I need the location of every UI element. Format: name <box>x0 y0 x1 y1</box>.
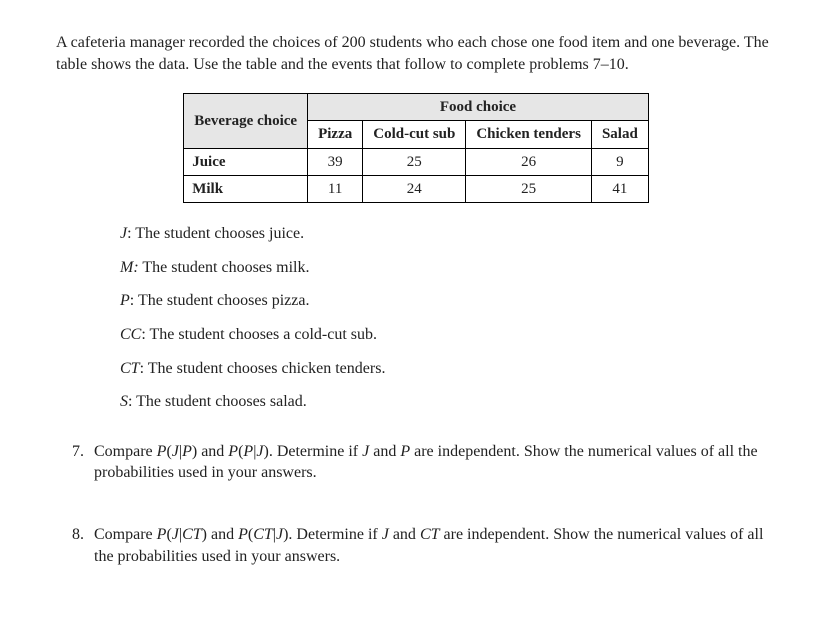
event-item: S: The student chooses salad. <box>120 391 776 413</box>
events-list: J: The student chooses juice. M: The stu… <box>120 223 776 413</box>
cell: 25 <box>363 148 466 175</box>
cell: 39 <box>308 148 363 175</box>
table-row: Juice 39 25 26 9 <box>184 148 649 175</box>
col-pizza: Pizza <box>308 121 363 148</box>
col-salad: Salad <box>591 121 648 148</box>
row-label-juice: Juice <box>184 148 308 175</box>
table-row: Milk 11 24 25 41 <box>184 175 649 202</box>
problem-number: 8. <box>56 524 94 567</box>
cell: 41 <box>591 175 648 202</box>
intro-text: A cafeteria manager recorded the choices… <box>56 32 776 75</box>
problem-text: Compare P(J|CT) and P(CT|J). Determine i… <box>94 524 776 567</box>
row-label-milk: Milk <box>184 175 308 202</box>
event-item: CT: The student chooses chicken tenders. <box>120 358 776 380</box>
col-chicken: Chicken tenders <box>466 121 592 148</box>
cell: 11 <box>308 175 363 202</box>
event-item: M: The student chooses milk. <box>120 257 776 279</box>
col-coldcut: Cold-cut sub <box>363 121 466 148</box>
food-header: Food choice <box>308 94 649 121</box>
event-item: J: The student chooses juice. <box>120 223 776 245</box>
cell: 9 <box>591 148 648 175</box>
problems-list: 7. Compare P(J|P) and P(P|J). Determine … <box>56 441 776 567</box>
problem-7: 7. Compare P(J|P) and P(P|J). Determine … <box>56 441 776 484</box>
problem-number: 7. <box>56 441 94 484</box>
beverage-header: Beverage choice <box>184 94 308 149</box>
problem-text: Compare P(J|P) and P(P|J). Determine if … <box>94 441 776 484</box>
problem-8: 8. Compare P(J|CT) and P(CT|J). Determin… <box>56 524 776 567</box>
cell: 24 <box>363 175 466 202</box>
data-table: Beverage choice Food choice Pizza Cold-c… <box>183 93 649 203</box>
cell: 25 <box>466 175 592 202</box>
event-item: P: The student chooses pizza. <box>120 290 776 312</box>
cell: 26 <box>466 148 592 175</box>
event-item: CC: The student chooses a cold-cut sub. <box>120 324 776 346</box>
